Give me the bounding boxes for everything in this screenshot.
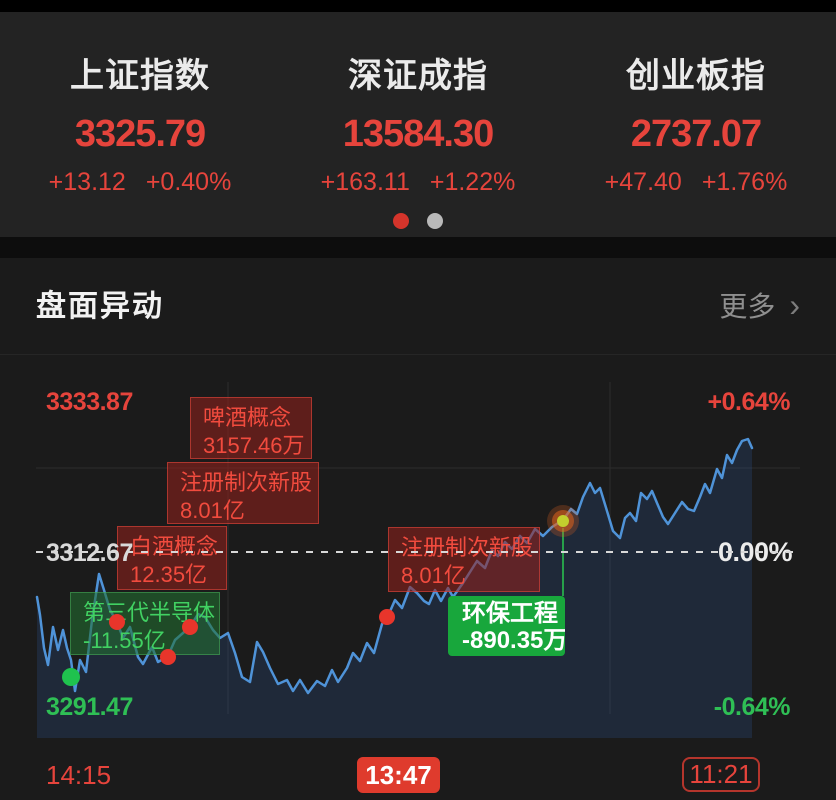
index-value: 2737.07 (630, 113, 762, 155)
more-link[interactable]: 更多 › (719, 285, 800, 325)
annotation-label: 环保工程 (462, 600, 558, 627)
index-change: +13.12 +0.40% (18, 168, 262, 197)
chart-annotation[interactable]: 注册制次新股 8.01亿 (167, 462, 319, 524)
section-title: 盘面异动 (36, 290, 164, 323)
index-change-abs: +13.12 (48, 168, 126, 196)
index-change: +163.11 +1.22% (296, 168, 540, 197)
chart-annotation[interactable]: 白酒概念 12.35亿 (117, 526, 227, 590)
index-change-abs: +163.11 (320, 168, 410, 196)
index-change: +47.40 +1.76% (574, 168, 818, 197)
time-label-1415: 14:15 (46, 760, 112, 790)
index-name: 上证指数 (70, 57, 210, 95)
chart-annotation[interactable]: 第三代半导体 -11.55亿 (70, 592, 220, 655)
pager-dot-inactive[interactable] (427, 213, 443, 229)
pager-dots (0, 213, 836, 229)
annotation-label: 啤酒概念 (203, 405, 292, 430)
annotation-label: 第三代半导体 (83, 600, 216, 625)
index-change-pct: +1.76% (701, 168, 788, 196)
index-change-pct: +1.22% (429, 168, 516, 196)
header-divider (0, 354, 836, 355)
pager-dot-active[interactable] (393, 213, 409, 229)
annotation-label: 注册制次新股 (401, 535, 534, 560)
annotation-label: 白酒概念 (130, 534, 219, 559)
status-bar-strip (0, 0, 836, 12)
time-label-1347[interactable]: 13:47 (357, 757, 440, 793)
index-change-pct: +0.40% (145, 168, 232, 196)
index-name: 深证成指 (348, 57, 488, 95)
annotation-value: 8.01亿 (401, 563, 466, 588)
index-panel: 上证指数 3325.79 +13.12 +0.40% 深证成指 13584.30… (0, 12, 836, 237)
index-name: 创业板指 (626, 57, 766, 95)
annotation-value: 8.01亿 (180, 498, 245, 523)
annotation-value: -890.35万 (462, 627, 565, 654)
panel-divider (0, 237, 836, 258)
index-card-chinext[interactable]: 创业板指 2737.07 +47.40 +1.76% (574, 48, 818, 197)
chart-annotation[interactable]: 环保工程 -890.35万 (448, 596, 565, 656)
chart-annotation[interactable]: 啤酒概念 3157.46万 (190, 397, 312, 459)
annotation-label: 注册制次新股 (180, 470, 313, 495)
chevron-right-icon: › (789, 287, 800, 323)
annotation-value: 3157.46万 (203, 433, 305, 458)
time-label-1121[interactable]: 11:21 (682, 757, 760, 792)
more-label: 更多 (719, 291, 776, 322)
annotation-value: -11.55亿 (83, 628, 166, 653)
annotation-value: 12.35亿 (130, 562, 208, 587)
index-value: 3325.79 (74, 113, 206, 155)
chart-annotation[interactable]: 注册制次新股 8.01亿 (388, 527, 540, 592)
index-card-shanghai[interactable]: 上证指数 3325.79 +13.12 +0.40% (18, 48, 262, 197)
index-change-abs: +47.40 (604, 168, 682, 196)
index-value: 13584.30 (342, 113, 495, 155)
index-card-shenzhen[interactable]: 深证成指 13584.30 +163.11 +1.22% (296, 48, 540, 197)
